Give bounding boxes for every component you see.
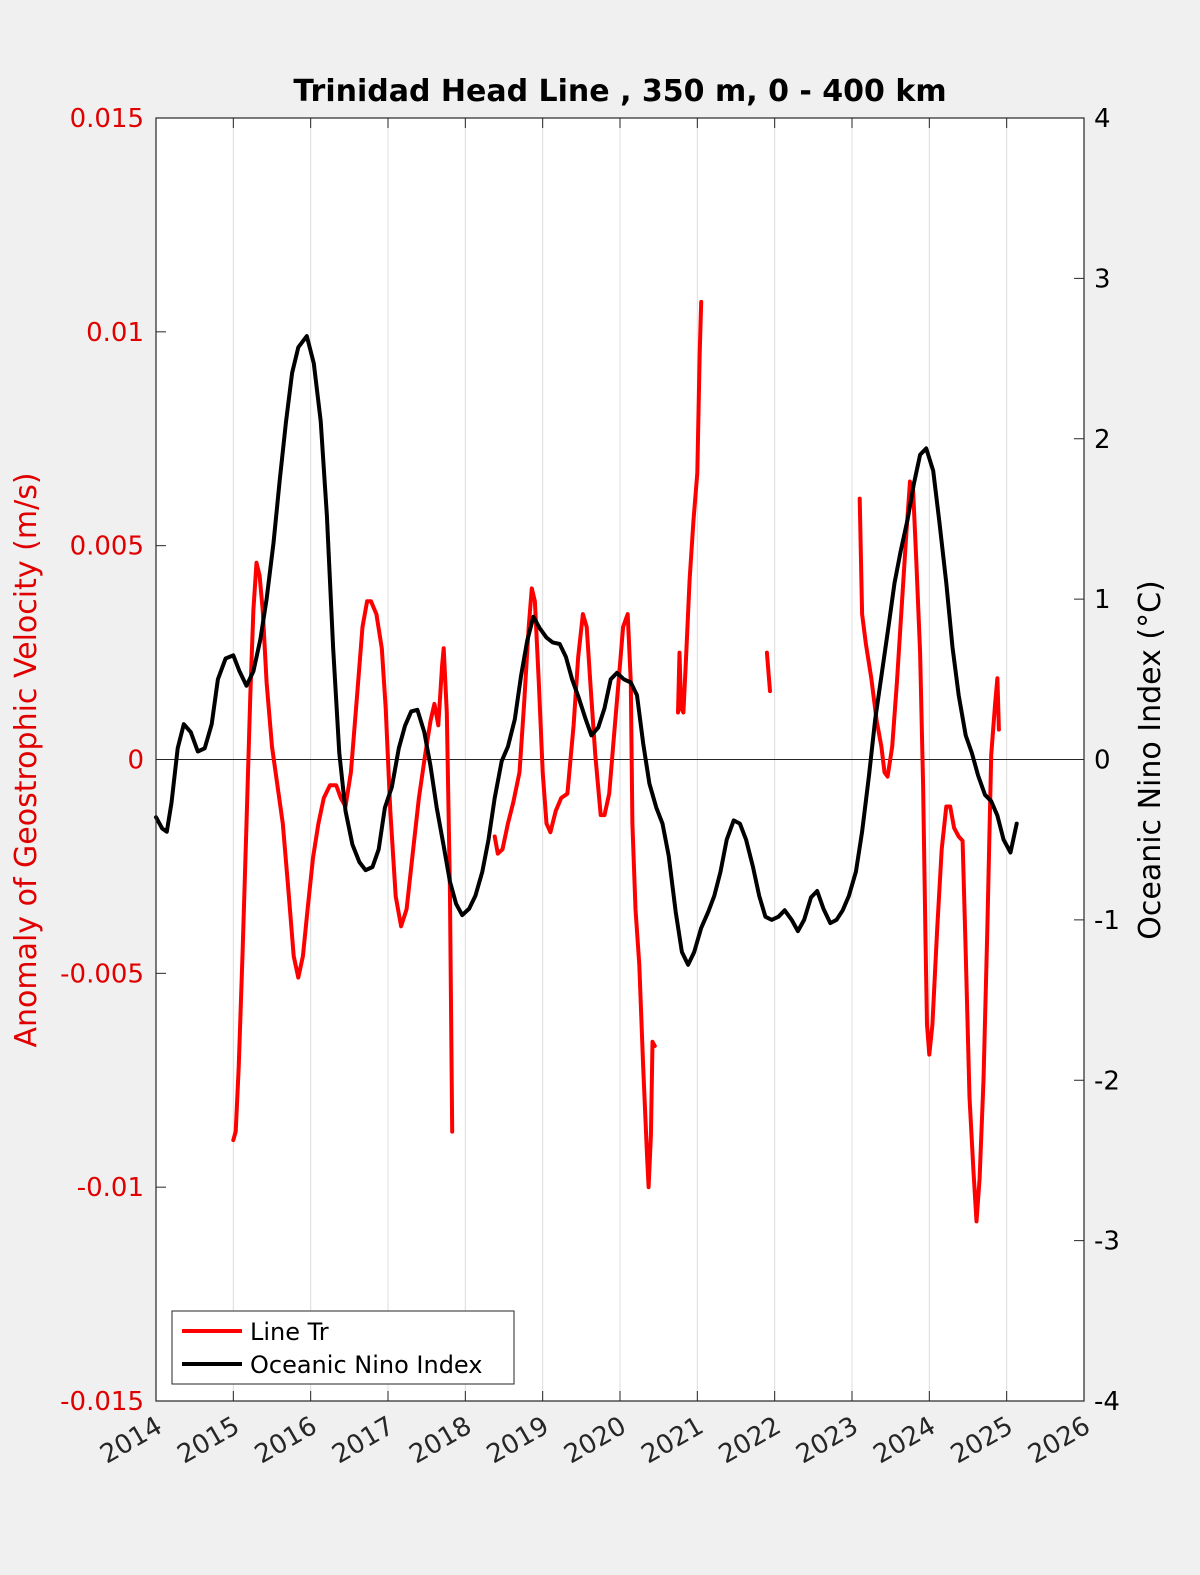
y-left-tick-label: -0.005 — [60, 959, 144, 989]
x-tick-label: 2019 — [482, 1411, 554, 1470]
x-tick-label: 2017 — [327, 1411, 399, 1470]
legend: Line Tr Oceanic Nino Index — [171, 1310, 515, 1385]
series-line-tr-segment — [857, 479, 1001, 1224]
y-axis-right-label: Oceanic Nino Index (°C) — [1133, 580, 1168, 940]
y-right-tick-label: 1 — [1094, 585, 1111, 615]
x-tick-label: 2014 — [95, 1411, 167, 1470]
y-left-tick-label: 0.005 — [70, 532, 144, 562]
series-oni-line — [154, 334, 1019, 967]
x-tick-label: 2026 — [1023, 1411, 1095, 1470]
x-tick-label: 2018 — [405, 1411, 477, 1470]
x-tick-label: 2022 — [714, 1411, 786, 1470]
y-right-tick-label: 3 — [1094, 264, 1111, 294]
y-right-tick-label: -2 — [1094, 1066, 1120, 1096]
x-tick-label: 2024 — [869, 1411, 941, 1470]
y-left-tick-label: 0.01 — [86, 318, 144, 348]
series-line-tr-segment — [676, 299, 704, 715]
x-tick-label: 2016 — [250, 1411, 322, 1470]
y-left-tick-label: -0.015 — [60, 1387, 144, 1417]
y-axis-left-label: Anomaly of Geostrophic Velocity (m/s) — [9, 472, 44, 1047]
y-right-tick-label: -4 — [1094, 1387, 1120, 1417]
legend-label-line-tr: Line Tr — [250, 1318, 329, 1346]
x-tick-label: 2025 — [946, 1411, 1018, 1470]
series-line-tr-segment — [492, 586, 657, 1190]
legend-box — [171, 1310, 515, 1385]
y-left-tick-label: 0 — [127, 746, 144, 776]
y-right-tick-label: 2 — [1094, 425, 1111, 455]
series-layer — [154, 299, 1019, 1224]
chart-title: Trinidad Head Line , 350 m, 0 - 400 km — [293, 74, 946, 109]
y-right-tick-label: 0 — [1094, 746, 1111, 776]
legend-label-oni: Oceanic Nino Index — [250, 1351, 482, 1379]
x-tick-label: 2021 — [637, 1411, 709, 1470]
y-right-tick-label: -1 — [1094, 906, 1120, 936]
series-line-tr-segment — [231, 560, 455, 1143]
y-right-tick-label: 4 — [1094, 104, 1111, 134]
y-left-tick-label: 0.015 — [70, 104, 144, 134]
x-tick-label: 2023 — [791, 1411, 863, 1470]
x-tick-label: 2020 — [559, 1411, 631, 1470]
y-right-tick-label: -3 — [1094, 1227, 1120, 1257]
series-line-tr-segment — [764, 650, 772, 694]
tick-marks — [155, 117, 1085, 1402]
y-left-tick-label: -0.01 — [77, 1173, 144, 1203]
x-tick-label: 2015 — [173, 1411, 245, 1470]
